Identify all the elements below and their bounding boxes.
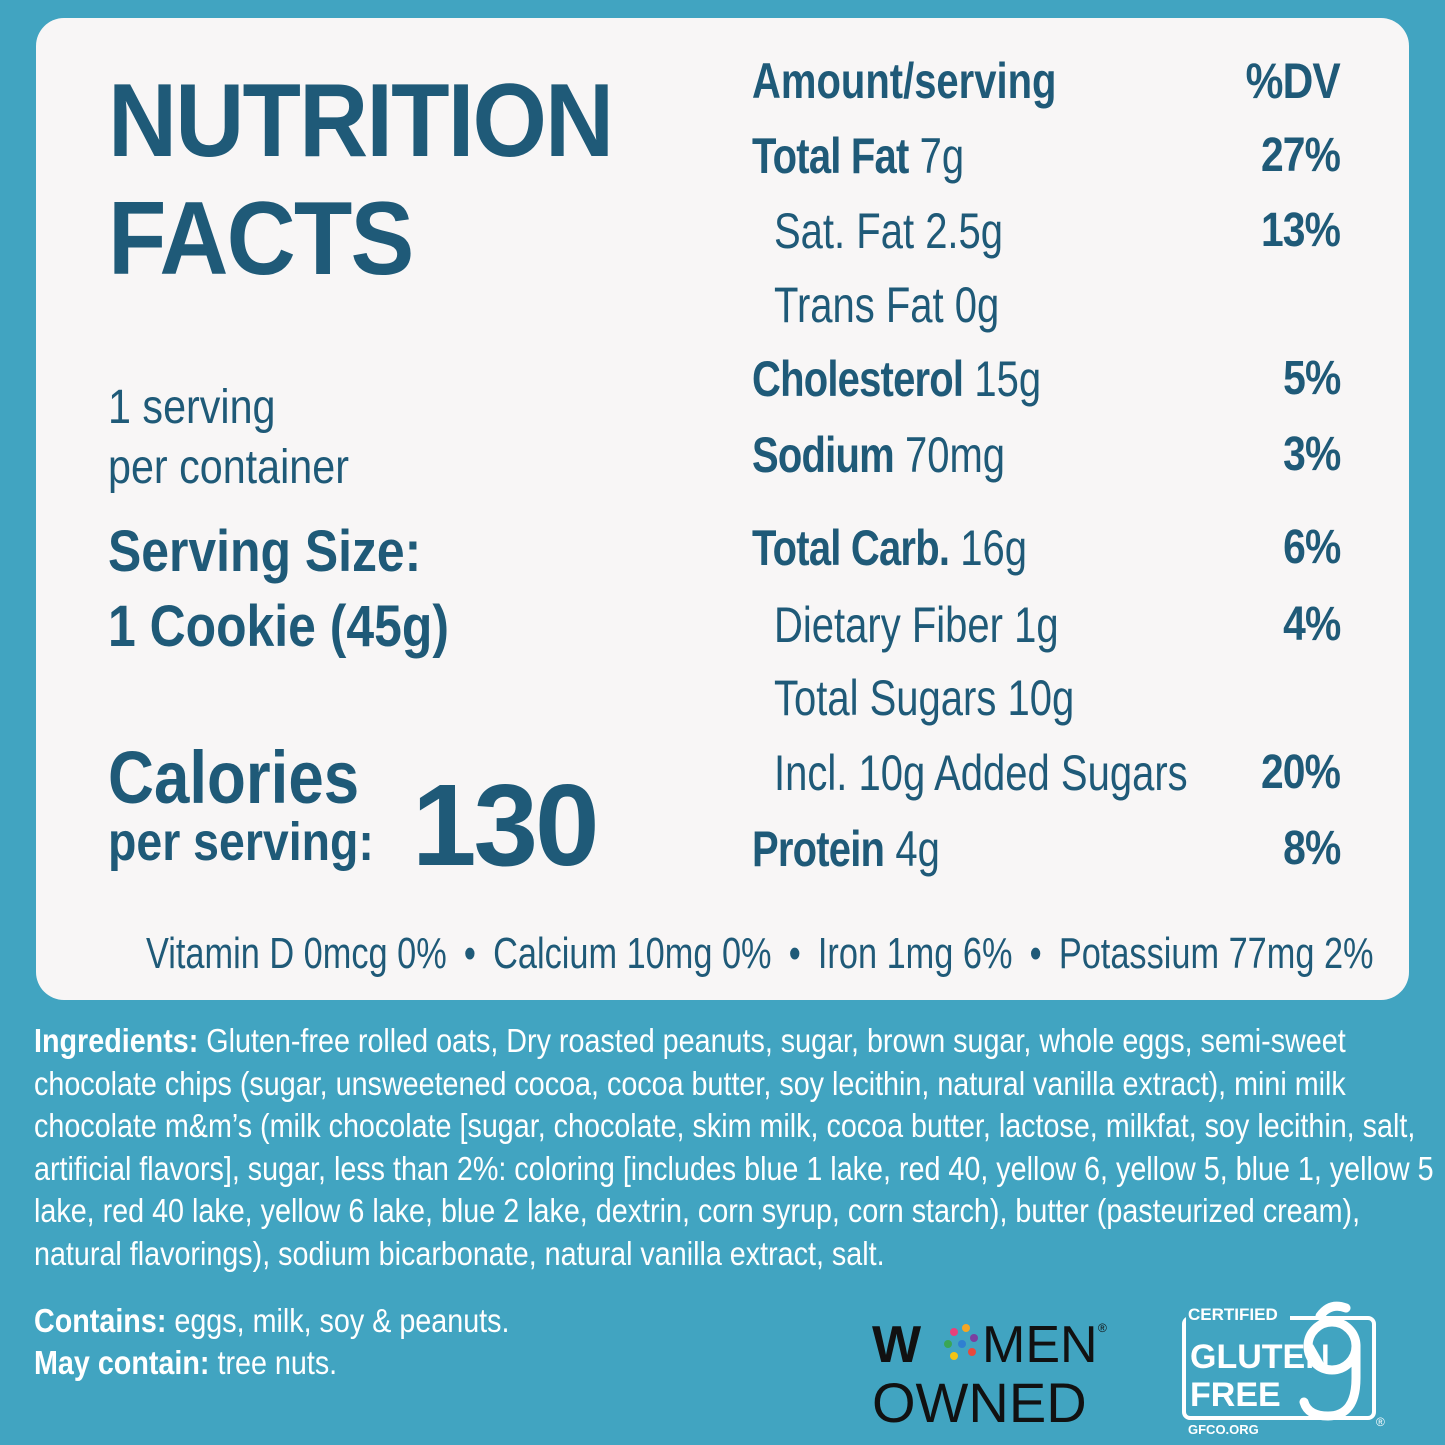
- nutrient-amount: 70mg: [904, 427, 1006, 483]
- nutrient-amount: 10g: [1007, 670, 1075, 726]
- gf-website: GFCO.ORG: [1188, 1422, 1259, 1437]
- serving-size: Serving Size: 1 Cookie (45g): [108, 514, 449, 664]
- nutrient-dv: 27%: [1260, 129, 1341, 182]
- nutrient-row-total-fat: Total Fat 7g 27%: [752, 121, 1341, 191]
- calories-value: 130: [412, 760, 600, 890]
- nutrient-name: Total Sugars: [774, 670, 997, 726]
- contains-text: eggs, milk, soy & peanuts.: [174, 1302, 510, 1339]
- nutrient-row-trans-fat: Trans Fat 0g: [752, 270, 1340, 340]
- nutrient-dv: 13%: [1260, 204, 1341, 257]
- nutrient-header: Amount/serving %DV: [752, 46, 1341, 116]
- may-contain-label: May contain:: [34, 1344, 210, 1381]
- serving-size-label: Serving Size:: [108, 519, 422, 584]
- servings-per-container: 1 serving per container: [108, 378, 349, 498]
- nutrient-name: Total Carb.: [752, 520, 950, 576]
- women-owned-registered: ®: [1098, 1321, 1107, 1335]
- ingredients-text: Gluten-free rolled oats, Dry roasted pea…: [34, 1022, 1434, 1272]
- nutrient-amount: 0g: [954, 277, 1000, 333]
- nutrient-amount: 16g: [960, 520, 1028, 576]
- nutrient-name: Sodium: [752, 427, 895, 483]
- nutrient-amount: 15g: [974, 351, 1042, 407]
- servings-line-1: 1 serving: [108, 381, 276, 434]
- nutrient-amount: 1g: [1014, 597, 1059, 653]
- title-line-2: FACTS: [108, 181, 414, 297]
- nutrient-row-protein: Protein 4g 8%: [752, 814, 1341, 884]
- nutrient-name: Dietary Fiber: [774, 597, 1003, 653]
- nutrient-row-total-sugars: Total Sugars 10g: [752, 663, 1340, 733]
- potassium: Potassium 77mg 2%: [1058, 929, 1374, 978]
- confetti-o-icon: [944, 1324, 978, 1360]
- page-title: NUTRITION FACTS: [108, 62, 614, 298]
- nutrient-name: Incl. 10g Added Sugars: [774, 745, 1188, 801]
- nutrient-row-sodium: Sodium 70mg 3%: [752, 420, 1341, 490]
- nutrient-dv: 4%: [1282, 598, 1341, 651]
- may-contain-text: tree nuts.: [217, 1344, 338, 1381]
- nutrient-row-cholesterol: Cholesterol 15g 5%: [752, 344, 1341, 414]
- nutrient-name: Cholesterol: [752, 351, 964, 407]
- calories-per-serving-label: per serving:: [108, 812, 374, 872]
- nutrient-amount: 2.5g: [925, 203, 1004, 259]
- nutrient-row-total-carb: Total Carb. 16g 6%: [752, 513, 1341, 583]
- nutrition-panel: [36, 18, 1409, 1000]
- women-owned-owned: OWNED: [872, 1371, 1087, 1430]
- gf-registered: ®: [1376, 1415, 1385, 1429]
- bullet: •: [1029, 929, 1042, 978]
- bullet: •: [788, 929, 801, 978]
- nutrient-name: Trans Fat: [774, 277, 944, 333]
- contains-label: Contains:: [34, 1302, 167, 1339]
- ingredients: Ingredients: Gluten-free rolled oats, Dr…: [34, 1020, 1434, 1275]
- bullet: •: [463, 929, 476, 978]
- gf-certified: CERTIFIED: [1188, 1305, 1278, 1324]
- vitamin-d: Vitamin D 0mcg 0%: [146, 929, 447, 978]
- nutrient-dv: 20%: [1260, 746, 1341, 799]
- g-swirl-icon: [1299, 1301, 1361, 1421]
- nutrient-dv: 8%: [1282, 822, 1341, 875]
- allergens: Contains: eggs, milk, soy & peanuts. May…: [34, 1300, 509, 1384]
- title-line-1: NUTRITION: [108, 63, 614, 179]
- calories-label: Calories: [108, 736, 360, 819]
- servings-line-2: per container: [108, 441, 349, 494]
- nutrient-dv: 3%: [1282, 428, 1341, 481]
- nutrient-amount: 7g: [919, 128, 965, 184]
- ingredients-label: Ingredients:: [34, 1022, 199, 1059]
- vitamins-line: Vitamin D 0mcg 0% • Calcium 10mg 0% • Iron 1…: [146, 924, 1374, 984]
- nutrient-name: Protein: [752, 821, 885, 877]
- nutrient-dv: 6%: [1282, 521, 1341, 574]
- nutrient-row-dietary-fiber: Dietary Fiber 1g 4%: [752, 590, 1341, 660]
- nutrient-name: Sat. Fat: [774, 203, 915, 259]
- serving-size-value: 1 Cookie (45g): [108, 594, 449, 659]
- amount-header: Amount/serving: [752, 53, 1057, 109]
- nutrient-row-sat-fat: Sat. Fat 2.5g 13%: [752, 196, 1341, 266]
- iron: Iron 1mg 6%: [817, 929, 1013, 978]
- nutrient-dv: 5%: [1282, 352, 1341, 405]
- nutrient-amount: 4g: [895, 821, 940, 877]
- nutrient-row-added-sugars: Incl. 10g Added Sugars 20%: [752, 738, 1341, 808]
- nutrient-name: Total Fat: [752, 128, 909, 184]
- gf-free: FREE: [1190, 1376, 1281, 1414]
- women-owned-logo: W MEN ® OWNED: [872, 1316, 1107, 1430]
- women-owned-w: W: [872, 1316, 922, 1374]
- dv-header: %DV: [1245, 53, 1341, 109]
- women-owned-men: MEN: [982, 1316, 1098, 1374]
- calcium: Calcium 10mg 0%: [493, 929, 772, 978]
- gluten-free-logo: CERTIFIED GLUTEN FREE ® GFCO.ORG: [1182, 1301, 1385, 1437]
